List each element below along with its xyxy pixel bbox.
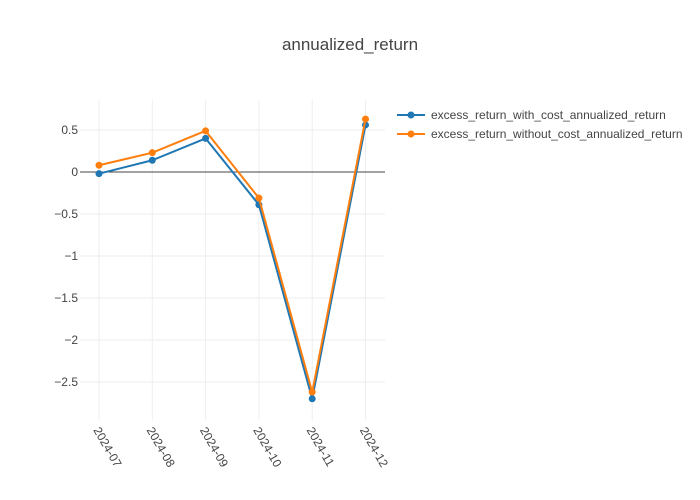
data-point[interactable] xyxy=(202,127,210,135)
x-tick-label: 2024-08 xyxy=(144,425,178,470)
data-point[interactable] xyxy=(255,194,263,202)
x-tick-label: 2024-12 xyxy=(357,425,391,470)
data-point[interactable] xyxy=(148,149,156,157)
y-tick-label: −2 xyxy=(64,333,78,347)
chart-title: annualized_return xyxy=(282,35,418,54)
legend-label: excess_return_with_cost_annualized_retur… xyxy=(431,108,666,122)
y-tick-label: −0.5 xyxy=(54,207,78,221)
legend-label: excess_return_without_cost_annualized_re… xyxy=(431,127,683,141)
data-point[interactable] xyxy=(95,170,103,178)
data-point[interactable] xyxy=(308,395,316,403)
series-2 xyxy=(95,115,369,396)
series-layer xyxy=(95,115,369,403)
data-point[interactable] xyxy=(202,134,210,142)
y-tick-label: −1 xyxy=(64,249,78,263)
data-point[interactable] xyxy=(95,161,103,169)
y-tick-label: −2.5 xyxy=(54,375,78,389)
x-tick-label: 2024-09 xyxy=(197,425,231,470)
data-point[interactable] xyxy=(362,115,369,123)
x-tick-label: 2024-11 xyxy=(304,425,338,470)
y-tick-label: 0 xyxy=(71,165,78,179)
x-tick-label: 2024-10 xyxy=(250,425,284,470)
x-tick-label: 2024-07 xyxy=(90,425,124,470)
series-line xyxy=(98,124,367,400)
legend[interactable]: excess_return_with_cost_annualized_retur… xyxy=(397,108,683,141)
data-point[interactable] xyxy=(308,388,316,396)
legend-marker xyxy=(407,130,415,138)
legend-item-2[interactable]: excess_return_without_cost_annualized_re… xyxy=(397,127,683,141)
legend-item-1[interactable]: excess_return_with_cost_annualized_retur… xyxy=(397,108,666,122)
data-point[interactable] xyxy=(148,156,156,164)
y-tick-label: −1.5 xyxy=(54,291,78,305)
series-line xyxy=(98,118,367,394)
legend-marker xyxy=(407,111,415,119)
y-tick-label: 0.5 xyxy=(61,123,78,137)
axes: 0.5 0 −0.5 −1 −1.5 −2 −2.5 2024-07 2024-08 2024-0… xyxy=(54,123,391,470)
